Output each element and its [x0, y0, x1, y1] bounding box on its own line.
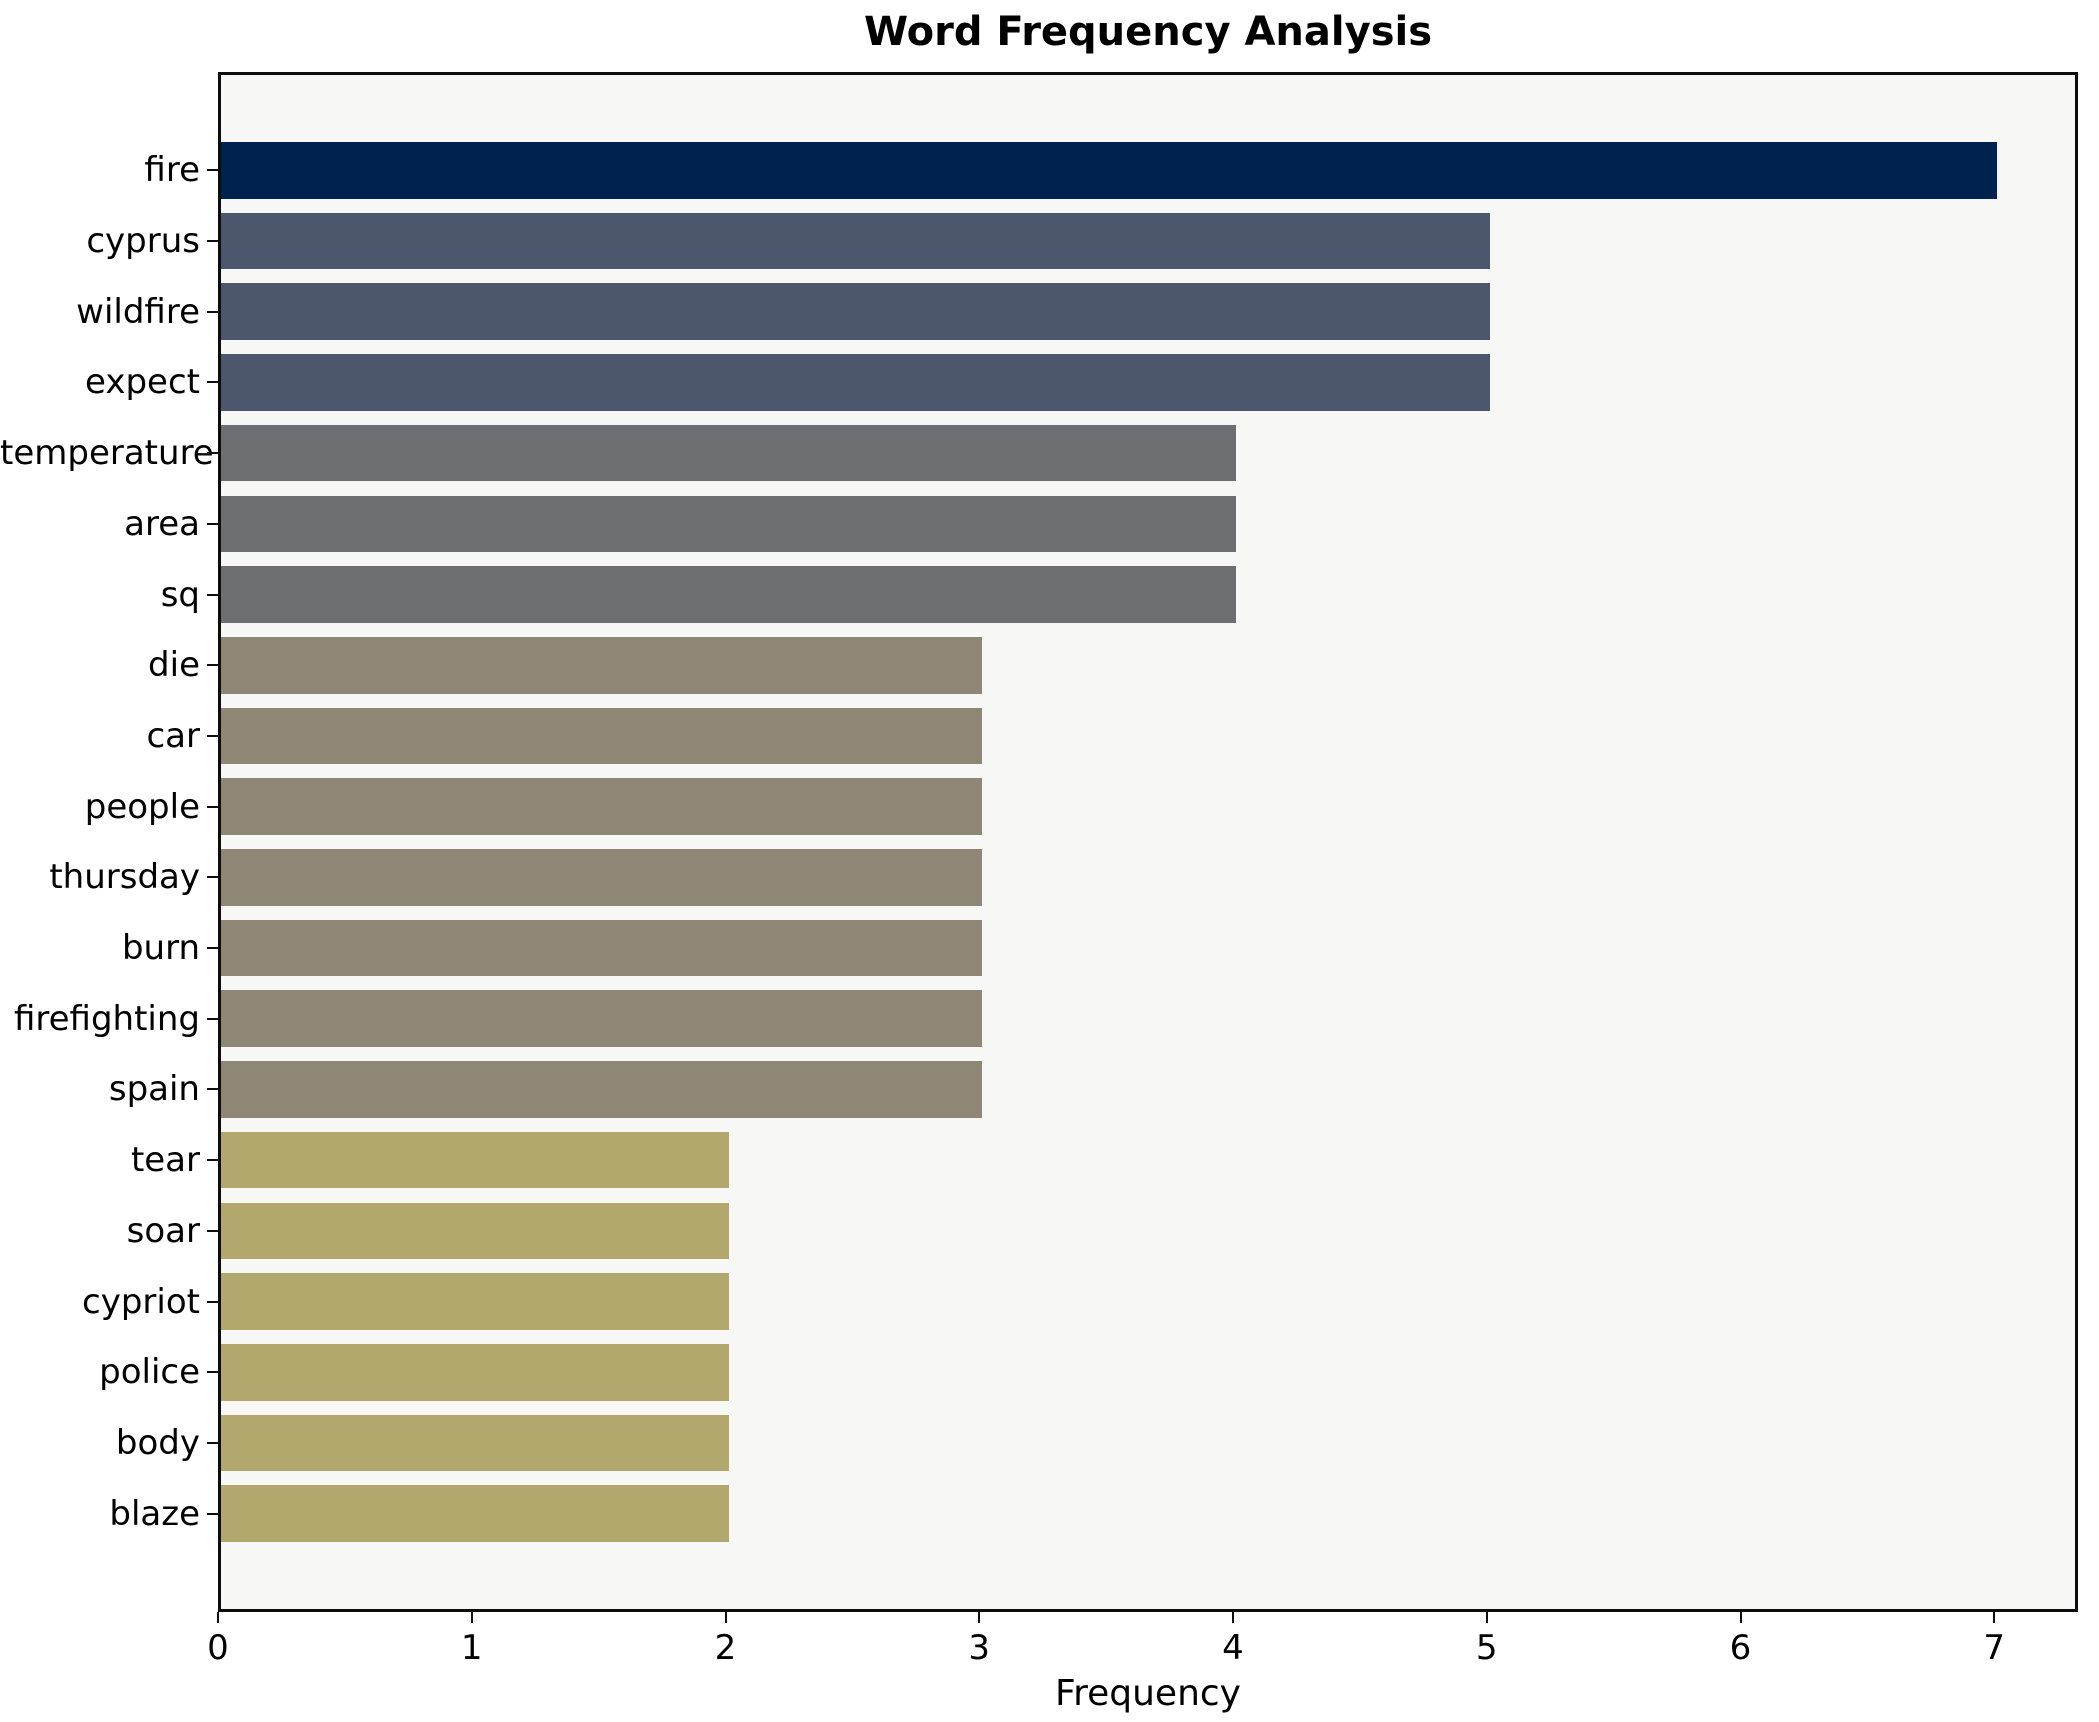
x-tick-label-1: 1 [460, 1628, 483, 1668]
y-tick-mark [207, 1088, 218, 1091]
x-tick-mark [1739, 1612, 1742, 1623]
x-tick-mark [470, 1612, 473, 1623]
y-tick-label-wildfire: wildfire [76, 291, 200, 332]
x-tick-mark [217, 1612, 219, 1623]
y-tick-mark [207, 1159, 218, 1162]
y-tick-mark [207, 876, 218, 879]
bar-body [221, 1414, 729, 1472]
y-tick-label-soar: soar [126, 1210, 200, 1251]
y-tick-mark [207, 1371, 218, 1374]
bar-people [221, 778, 983, 835]
bar-temperature [221, 424, 1236, 482]
x-tick-label-5: 5 [1475, 1628, 1498, 1668]
bar-blaze [221, 1485, 729, 1542]
y-tick-mark [207, 593, 218, 596]
bar-fire [221, 142, 1998, 199]
y-tick-label-cypriot: cypriot [82, 1281, 200, 1322]
y-tick-label-burn: burn [121, 928, 200, 969]
x-tick-label-0: 0 [207, 1628, 229, 1668]
y-tick-label-tear: tear [130, 1140, 200, 1181]
y-tick-mark [207, 381, 218, 384]
y-tick-mark [207, 1442, 218, 1444]
bar-tear [221, 1131, 729, 1189]
y-tick-mark [207, 239, 218, 242]
y-tick-label-cyprus: cyprus [86, 220, 200, 261]
x-tick-mark [978, 1612, 981, 1623]
y-tick-label-area: area [124, 503, 200, 544]
bar-thursday [221, 849, 983, 906]
x-tick-label-3: 3 [968, 1628, 991, 1668]
y-tick-mark [207, 310, 218, 313]
y-tick-mark [207, 947, 218, 950]
bar-spain [221, 1061, 983, 1118]
y-tick-mark [207, 1229, 218, 1232]
y-tick-label-expect: expect [85, 362, 200, 403]
y-tick-mark [207, 1017, 218, 1020]
bar-sq [221, 566, 1236, 623]
x-tick-mark [724, 1612, 727, 1623]
y-tick-label-police: police [99, 1352, 200, 1393]
bar-cyprus [221, 212, 1490, 270]
y-tick-mark [207, 452, 218, 455]
bar-cypriot [221, 1273, 729, 1330]
bar-area [221, 495, 1236, 553]
x-tick-label-4: 4 [1222, 1628, 1244, 1668]
bar-expect [221, 354, 1490, 411]
bar-police [221, 1344, 729, 1401]
y-tick-label-thursday: thursday [49, 857, 200, 898]
bar-car [221, 707, 983, 765]
y-tick-label-spain: spain [108, 1069, 200, 1110]
x-tick-mark [1993, 1612, 1996, 1623]
y-tick-label-body: body [115, 1423, 200, 1463]
y-tick-mark [207, 522, 218, 525]
x-axis-label: Frequency [1055, 1673, 1241, 1714]
bar-firefighting [221, 990, 983, 1048]
x-tick-label-6: 6 [1729, 1628, 1752, 1668]
x-tick-label-2: 2 [714, 1628, 737, 1668]
y-tick-label-people: people [84, 786, 200, 827]
plot-area [218, 72, 2078, 1612]
bar-soar [221, 1202, 729, 1260]
y-tick-mark [207, 664, 218, 667]
x-tick-label-7: 7 [1983, 1628, 2006, 1668]
y-tick-label-blaze: blaze [109, 1493, 200, 1534]
y-tick-mark [207, 734, 218, 737]
x-tick-mark [1232, 1612, 1234, 1623]
bar-burn [221, 919, 983, 977]
y-tick-mark [207, 1512, 218, 1515]
y-tick-label-sq: sq [160, 574, 200, 615]
bar-wildfire [221, 283, 1490, 340]
y-tick-mark [207, 1300, 218, 1303]
y-tick-label-die: die [148, 645, 200, 686]
y-tick-label-car: car [146, 715, 200, 756]
y-tick-label-temperature: temperature [0, 433, 214, 474]
y-tick-label-fire: fire [144, 150, 200, 191]
x-tick-mark [1485, 1612, 1488, 1623]
y-tick-label-firefighting: firefighting [13, 998, 200, 1039]
y-tick-mark [207, 169, 218, 172]
bar-die [221, 636, 983, 694]
y-tick-mark [207, 805, 218, 808]
chart-title: Word Frequency Analysis [863, 9, 1433, 55]
